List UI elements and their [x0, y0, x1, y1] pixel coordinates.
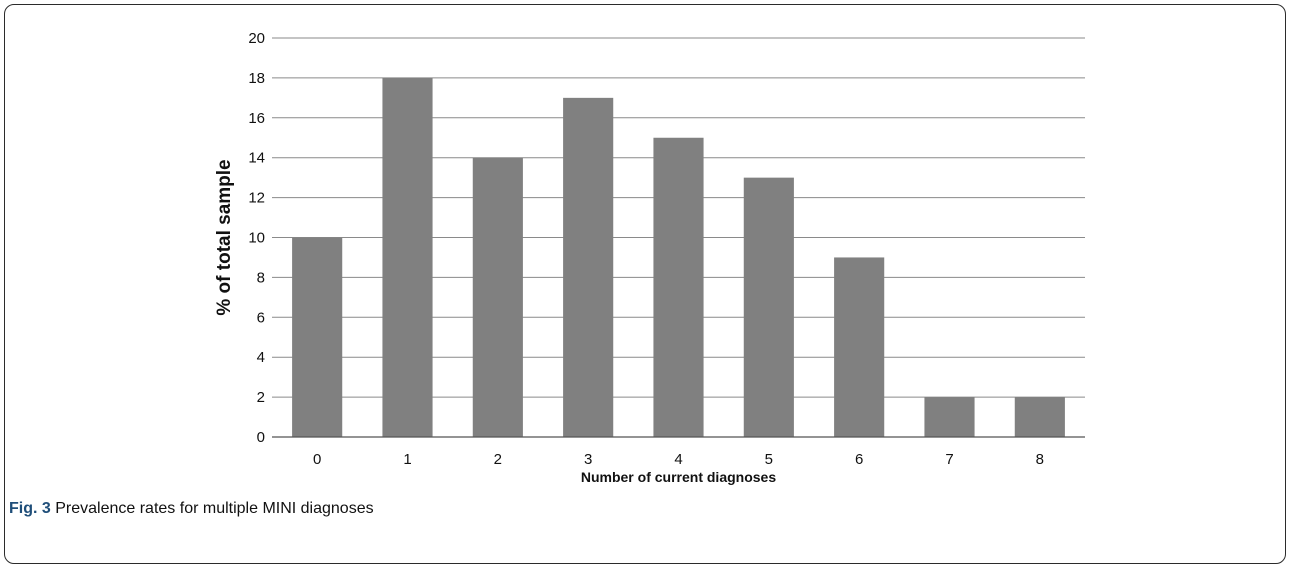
y-tick-label: 6 [257, 309, 265, 326]
y-tick-label: 8 [257, 269, 265, 286]
y-tick-label: 10 [248, 230, 265, 247]
bar [653, 137, 704, 437]
y-tick-label: 2 [257, 389, 265, 406]
bar [1014, 397, 1065, 437]
y-tick-label: 16 [248, 110, 265, 127]
bar [472, 157, 523, 437]
bar [743, 177, 794, 437]
figure-caption-text: Prevalence rates for multiple MINI diagn… [55, 500, 374, 517]
x-tick-label: 4 [674, 451, 682, 468]
x-tick-label: 7 [945, 451, 953, 468]
x-tick-label: 2 [494, 451, 502, 468]
y-tick-label: 20 [248, 30, 265, 47]
x-tick-label: 3 [584, 451, 592, 468]
x-tick-label: 6 [855, 451, 863, 468]
y-tick-label: 14 [248, 150, 265, 167]
x-tick-label: 0 [313, 451, 321, 468]
figure-caption: Fig. 3 Prevalence rates for multiple MIN… [9, 500, 374, 518]
x-tick-label: 1 [403, 451, 411, 468]
bar [834, 257, 885, 437]
bar [924, 397, 975, 437]
bar [382, 77, 433, 438]
y-tick-label: 18 [248, 70, 265, 87]
y-axis-title: % of total sample [214, 159, 235, 315]
y-tick-label: 0 [257, 429, 265, 446]
y-tick-label: 12 [248, 190, 265, 207]
y-tick-labels: 0 2 4 6 8 10 12 14 16 18 20 [248, 30, 265, 446]
bars [292, 77, 1065, 438]
x-axis-title: Number of current diagnoses [581, 469, 776, 485]
bar [292, 237, 343, 437]
x-tick-label: 8 [1036, 451, 1044, 468]
x-tick-labels: 0 1 2 3 4 5 6 7 8 [313, 451, 1044, 468]
x-tick-label: 5 [765, 451, 773, 468]
figure-label: Fig. 3 [9, 500, 51, 517]
y-tick-label: 4 [257, 349, 265, 366]
bar [563, 97, 614, 437]
